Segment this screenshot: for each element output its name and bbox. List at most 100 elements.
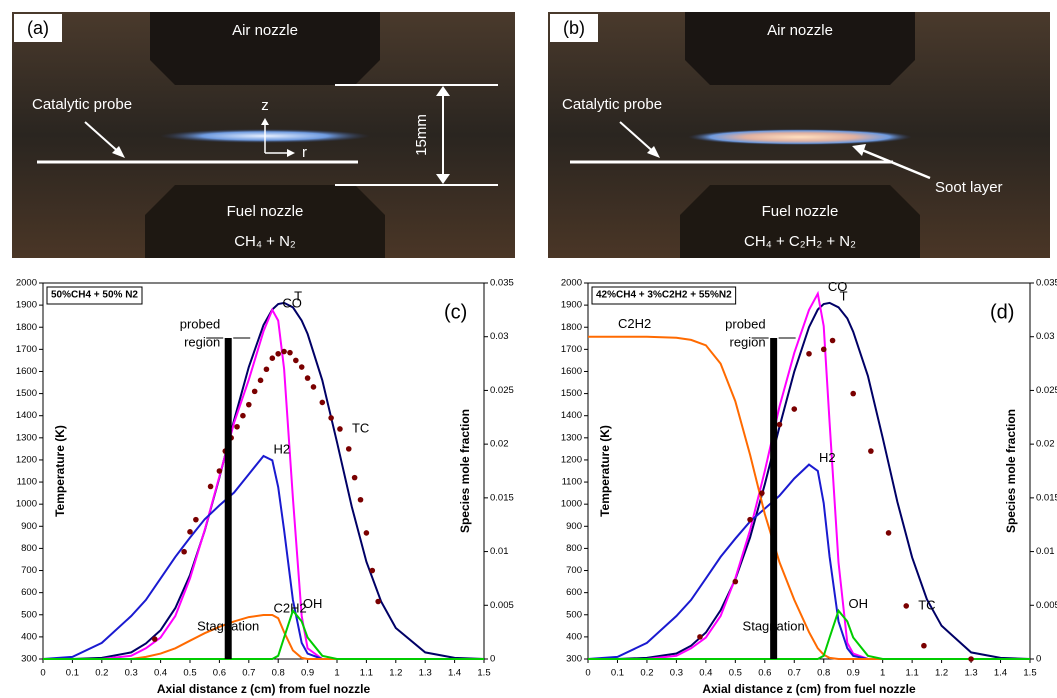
y2-axis-title: Species mole fraction: [1004, 409, 1018, 533]
y2-tick-label: 0.015: [1036, 492, 1057, 503]
y-tick-label: 1800: [16, 322, 37, 333]
fuel-label: Fuel nozzle: [227, 203, 304, 220]
y-tick-label: 2000: [561, 278, 582, 289]
y-tick-label: 700: [21, 565, 37, 576]
y-tick-label: 1700: [561, 344, 582, 355]
tc-point: [363, 530, 370, 536]
tc-point: [921, 642, 927, 649]
probe-label: probed: [180, 316, 220, 331]
series-label: OH: [848, 596, 868, 611]
tc-point: [747, 516, 753, 523]
y-tick-label: 800: [566, 543, 582, 554]
tc-point: [251, 388, 258, 395]
x-tick-label: 1.3: [964, 668, 977, 679]
flame: [688, 129, 912, 145]
y2-tick-label: 0.005: [490, 600, 514, 611]
y2-axis-title: Species mole fraction: [458, 409, 472, 533]
label-box: [550, 14, 598, 42]
panel-label: (b): [563, 18, 585, 38]
x-tick-label: 1.5: [1023, 668, 1036, 679]
series-line: [42, 454, 484, 660]
probe-label: region: [729, 334, 765, 349]
y-tick-label: 300: [566, 654, 582, 665]
y2-tick-label: 0.005: [1036, 600, 1057, 611]
series-label: CO: [828, 279, 848, 294]
x-tick-label: 0.5: [729, 668, 742, 679]
x-tick-label: 0.9: [301, 668, 314, 679]
tc-point: [357, 496, 364, 503]
panel-label: (c): [444, 301, 467, 323]
series-label: C2H2: [274, 600, 307, 615]
probe-label: Catalytic probe: [562, 96, 662, 113]
tc-point: [246, 401, 252, 408]
tc-point: [697, 634, 703, 640]
photo-a: (a) Air nozzle Catalytic probe z r 15mm …: [12, 12, 515, 258]
x-tick-label: 0.4: [154, 668, 167, 679]
air-nozzle: [150, 12, 380, 85]
probe-label: region: [184, 334, 220, 349]
tc-point: [903, 603, 910, 609]
air-nozzle: [685, 12, 915, 85]
y2-tick-label: 0.03: [490, 331, 509, 342]
mixture-label: CH₄ + N₂: [234, 233, 296, 250]
plot-frame: [587, 282, 1031, 660]
y2-tick-label: 0.025: [490, 385, 514, 396]
series-label: T: [294, 288, 302, 303]
y-tick-label: 1400: [16, 410, 37, 421]
tc-point: [287, 349, 293, 356]
tc-point: [776, 421, 783, 428]
series-label: T: [840, 288, 848, 303]
y2-tick-label: 0.02: [490, 439, 509, 450]
y-tick-label: 1000: [561, 499, 582, 510]
fuel-label: Fuel nozzle: [762, 203, 839, 220]
tc-point: [369, 567, 376, 574]
series-label: CO: [282, 295, 302, 310]
series-line: [588, 290, 1030, 660]
y2-tick-label: 0: [1036, 654, 1041, 665]
gap-label: 15mm: [413, 114, 430, 156]
tc-point: [275, 350, 282, 357]
label-box: [14, 14, 62, 42]
tc-point: [310, 384, 317, 390]
x-tick-label: 0.3: [670, 668, 683, 679]
x-tick-label: 0.7: [242, 668, 255, 679]
y2-tick-label: 0.015: [490, 492, 514, 503]
mixture-label: CH₄ + C₂H₂ + N₂: [744, 233, 856, 250]
y2-tick-label: 0.03: [1036, 331, 1055, 342]
tc-point: [187, 529, 193, 535]
y-tick-label: 1500: [16, 388, 37, 399]
y-tick-label: 1600: [561, 366, 582, 377]
y-tick-label: 2000: [16, 278, 37, 289]
probe-bar: [224, 338, 232, 659]
condition-label: 42%CH4 + 3%C2H2 + 55%N2: [596, 290, 732, 301]
fuel-nozzle: [680, 185, 920, 258]
tc-point: [240, 412, 246, 419]
tc-point: [151, 636, 158, 642]
x-tick-label: 1.2: [935, 668, 948, 679]
x-tick-label: 1.4: [448, 668, 461, 679]
tc-point: [337, 426, 343, 432]
y-tick-label: 500: [566, 609, 582, 620]
y-tick-label: 600: [21, 587, 37, 598]
y-axis-title: Temperature (K): [598, 425, 612, 517]
x-tick-label: 1.4: [994, 668, 1007, 679]
tc-point: [193, 516, 199, 523]
y-tick-label: 900: [21, 521, 37, 532]
series-line: [588, 335, 1030, 660]
condition-box: [46, 286, 143, 305]
tc-point: [319, 399, 326, 406]
tc-point: [791, 406, 798, 412]
panel-label: (a): [27, 18, 49, 38]
tc-point: [216, 468, 223, 474]
y-tick-label: 700: [566, 565, 582, 576]
photo-b: (b) Air nozzle Catalytic probe Soot laye…: [548, 12, 1050, 258]
probe-bar: [770, 338, 778, 659]
y-tick-label: 800: [21, 543, 37, 554]
y-tick-label: 1500: [561, 388, 582, 399]
y-tick-label: 1900: [16, 300, 37, 311]
y-tick-label: 400: [566, 631, 582, 642]
x-tick-label: 1: [880, 668, 885, 679]
y-tick-label: 1300: [16, 432, 37, 443]
series-label: H2: [274, 441, 291, 456]
